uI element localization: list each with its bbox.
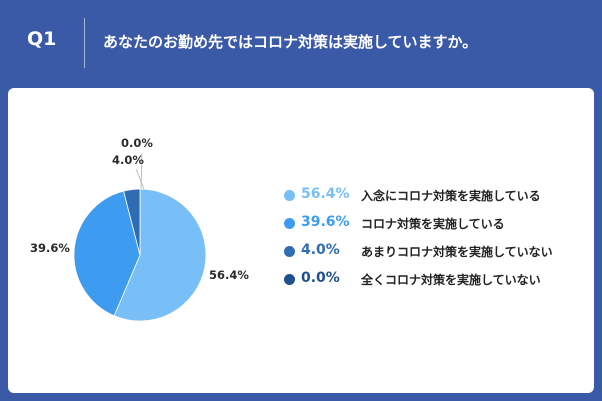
legend-value-3: 0.0% (301, 270, 340, 286)
legend-dot-0 (284, 190, 295, 201)
slice-label-2: 4.0% (112, 153, 144, 167)
legend-dot-2 (284, 246, 295, 257)
slice-label-0: 56.4% (209, 268, 249, 282)
pie-slice-0 (113, 188, 207, 322)
legend-value-0: 56.4% (301, 186, 350, 202)
slice-label-1: 39.6% (30, 241, 70, 255)
pie-chart (73, 152, 207, 322)
leader-line-2 (135, 168, 145, 190)
chart-card: 56.4% 39.6% 4.0% 0.0% 56.4% 入念にコロナ対策を実施し… (8, 88, 594, 393)
header: Q1 あなたのお勤め先ではコロナ対策は実施していますか。 (0, 0, 602, 88)
question-title: あなたのお勤め先ではコロナ対策は実施していますか。 (103, 33, 478, 51)
legend-dot-1 (284, 218, 295, 229)
brand-logo: みんなエイジー (14, 371, 106, 386)
header-divider (84, 18, 85, 68)
question-number: Q1 (27, 28, 57, 50)
legend-label-3: 全くコロナ対策を実施していない (361, 273, 541, 287)
legend-dot-3 (284, 274, 295, 285)
source-note: 株式会社UPDATER「AIR Lab. JOURNAL」調べ、「クリニックのコ… (224, 379, 588, 388)
leader-line-3 (140, 152, 143, 190)
pie-slice-1 (73, 190, 141, 317)
pie-slice-2 (123, 188, 141, 256)
slice-label-3: 0.0% (121, 136, 153, 150)
legend-value-1: 39.6% (301, 214, 350, 230)
legend-label-0: 入念にコロナ対策を実施している (361, 189, 541, 203)
legend-value-2: 4.0% (301, 242, 340, 258)
legend-label-1: コロナ対策を実施している (361, 217, 505, 231)
legend-label-2: あまりコロナ対策を実施していない (361, 245, 553, 259)
